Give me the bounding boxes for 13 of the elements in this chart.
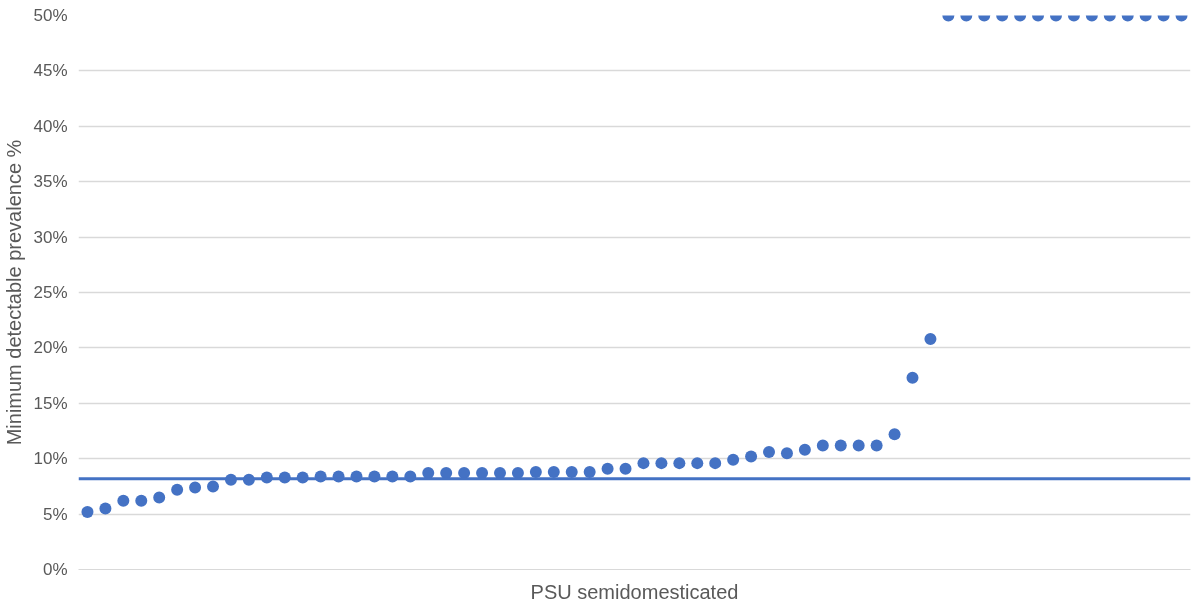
y-tick-label: 10% (33, 449, 68, 469)
y-tick-label: 35% (33, 172, 68, 192)
y-tick-label: 0% (42, 560, 68, 579)
y-tick-label: 5% (42, 504, 68, 524)
y-tick-label: 45% (33, 61, 68, 81)
x-axis-title: PSU semidomesticated (530, 580, 739, 603)
y-tick-label: 50% (33, 6, 68, 25)
y-tick-label: 20% (33, 338, 68, 358)
y-axis-title: Minimum detectable prevalence % (3, 139, 26, 446)
y-tick-label: 30% (33, 227, 68, 247)
y-tick-label: 15% (33, 393, 68, 413)
y-tick-label: 40% (33, 116, 68, 136)
y-tick-label: 25% (33, 283, 68, 302)
